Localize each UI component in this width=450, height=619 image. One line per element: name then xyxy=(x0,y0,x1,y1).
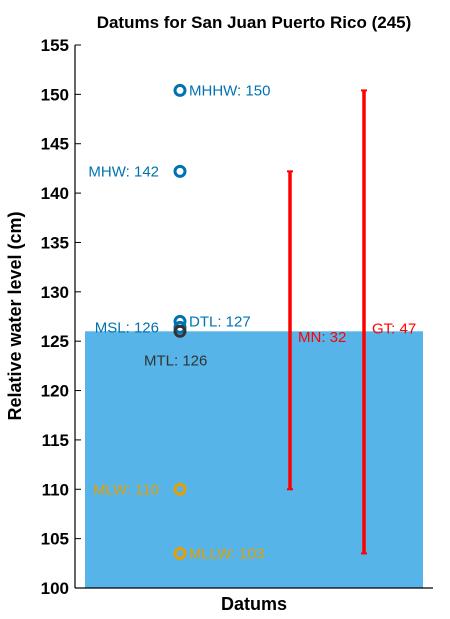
y-tick-label: 100 xyxy=(41,579,69,598)
chart-title: Datums for San Juan Puerto Rico (245) xyxy=(97,13,412,32)
plot-area: 100 105 110 115 120 125 130 135 140 145 150 155 MN: … xyxy=(41,36,433,598)
datum-point-mhhw xyxy=(173,83,187,97)
y-tick-label: 155 xyxy=(41,36,69,55)
datum-label-mtl: MTL: 126 xyxy=(144,352,207,369)
y-tick-label: 110 xyxy=(42,480,69,499)
datum-point-mtl xyxy=(173,324,187,338)
x-axis-label: Datums xyxy=(221,594,287,614)
y-tick-label: 120 xyxy=(41,382,69,401)
datum-point-mlw xyxy=(173,482,187,496)
y-tick-label: 150 xyxy=(41,85,69,104)
datum-label-mhhw: MHHW: 150 xyxy=(189,82,270,99)
range-label-gt: GT: 47 xyxy=(372,320,416,337)
datum-label-mllw: MLLW: 103 xyxy=(189,545,264,562)
datum-label-mhw: MHW: 142 xyxy=(88,163,159,180)
datum-label-msl: MSL: 126 xyxy=(95,319,159,336)
y-tick-label: 105 xyxy=(41,530,69,549)
y-tick-label: 130 xyxy=(41,283,69,302)
datum-point-mllw xyxy=(173,546,187,560)
datum-label-mlw: MLW: 110 xyxy=(93,481,159,498)
y-tick-label: 125 xyxy=(41,332,69,351)
y-axis-label: Relative water level (cm) xyxy=(5,211,25,420)
y-tick-label: 115 xyxy=(42,431,69,450)
y-tick-label: 140 xyxy=(41,184,69,203)
water-level-fill xyxy=(85,331,423,588)
y-tick-label: 135 xyxy=(41,233,69,252)
datum-label-dtl: DTL: 127 xyxy=(189,313,251,330)
y-tick-label: 145 xyxy=(41,135,69,154)
datum-point-mhw xyxy=(173,164,187,178)
range-label-mn: MN: 32 xyxy=(298,329,346,346)
